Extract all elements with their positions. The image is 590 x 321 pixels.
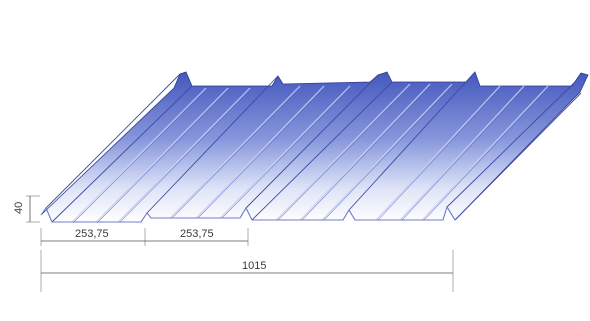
pitch-dimension-1: 253,75 (40, 228, 146, 246)
pitch-label-1: 253,75 (75, 228, 109, 240)
rib-3-left (446, 81, 576, 208)
stiffener-2 (348, 71, 476, 211)
rib-1-left (45, 73, 181, 209)
pan-lines-dark (73, 83, 551, 223)
stiffener-1 (146, 75, 279, 214)
rib-2-right (251, 81, 393, 221)
height-dimension: 40 (13, 195, 40, 223)
pitch-label-2: 253,75 (180, 228, 214, 240)
pitch-dimension-2: 253,75 (145, 228, 249, 246)
total-width-dimension: 1015 (40, 250, 454, 292)
total-width-label: 1015 (242, 260, 266, 272)
rib-lines (45, 71, 582, 223)
rib-3-right (454, 92, 582, 221)
pan-lines (71, 83, 549, 223)
rib-1-right (51, 85, 193, 223)
sheet-surface (40, 71, 589, 223)
roof-sheet (40, 71, 589, 223)
front-profile-edge (40, 205, 456, 223)
height-label: 40 (13, 202, 25, 214)
rib-2-left (245, 74, 379, 209)
